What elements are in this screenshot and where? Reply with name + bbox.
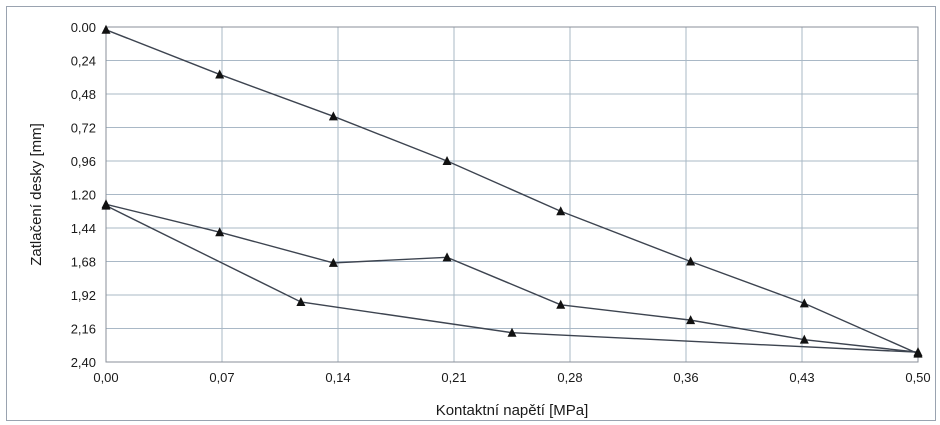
data-point-marker <box>101 24 111 34</box>
data-point-marker <box>101 199 111 209</box>
data-point-marker <box>296 296 306 306</box>
y-tick-label: 1,92 <box>71 288 96 303</box>
data-point-marker <box>507 327 517 337</box>
y-tick-label: 0,72 <box>71 121 96 136</box>
data-point-marker <box>556 206 566 216</box>
y-tick-label: 0,48 <box>71 87 96 102</box>
y-tick-label: 0,24 <box>71 54 96 69</box>
data-point-marker <box>328 257 338 267</box>
data-point-marker <box>686 315 696 325</box>
x-tick-label: 0,36 <box>673 370 698 385</box>
data-point-marker <box>328 111 338 121</box>
x-tick-label: 0,43 <box>789 370 814 385</box>
x-axis-title: Kontaktní napětí [MPa] <box>436 402 589 419</box>
y-tick-label: 0,96 <box>71 154 96 169</box>
data-point-marker <box>799 298 809 308</box>
data-point-marker <box>442 252 452 262</box>
x-tick-label: 0,07 <box>209 370 234 385</box>
y-tick-label: 2,40 <box>71 355 96 370</box>
x-tick-label: 0,28 <box>557 370 582 385</box>
y-tick-label: 1.20 <box>71 188 96 203</box>
series-line-1 <box>105 29 919 355</box>
y-tick-label: 2,16 <box>71 322 96 337</box>
x-tick-label: 0,21 <box>441 370 466 385</box>
x-tick-label: 0,14 <box>325 370 350 385</box>
data-point-marker <box>215 227 225 237</box>
series-line-2 <box>105 205 919 353</box>
data-point-marker <box>556 299 566 309</box>
x-tick-label: 0,50 <box>905 370 930 385</box>
data-point-marker <box>686 256 696 266</box>
y-tick-label: 0.00 <box>71 20 96 35</box>
data-point-marker <box>442 156 452 165</box>
y-tick-label: 1,68 <box>71 255 96 270</box>
x-tick-label: 0,00 <box>93 370 118 385</box>
series-line-3 <box>105 203 919 353</box>
y-tick-label: 1,44 <box>71 221 96 236</box>
data-point-marker <box>799 334 809 344</box>
y-axis-title: Zatlačení desky [mm] <box>28 123 45 266</box>
data-point-marker <box>215 69 225 79</box>
data-point-marker <box>913 347 923 357</box>
plot-area-border <box>105 26 919 363</box>
chart-frame <box>6 6 936 421</box>
